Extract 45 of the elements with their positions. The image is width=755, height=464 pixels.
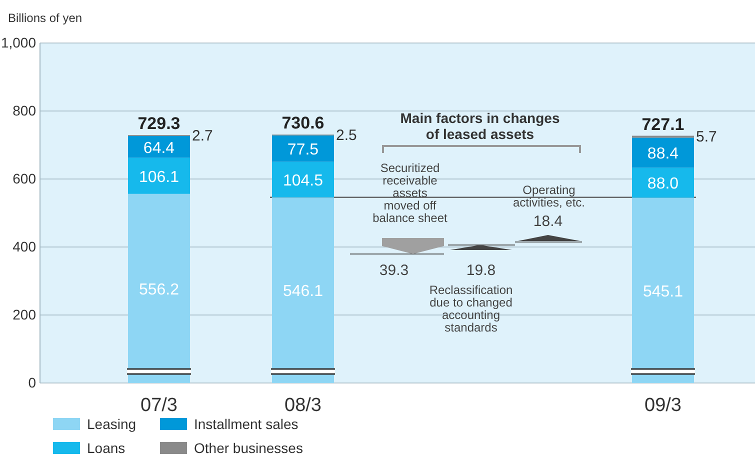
annotation: Main factors in changes of leased assets [400, 110, 560, 142]
data-label: 2.5 [336, 127, 357, 144]
annotation: Operating activities, etc. [512, 183, 586, 210]
y-tick-label: 400 [12, 238, 36, 254]
data-label: 2.7 [192, 127, 213, 144]
data-label: 546.1 [282, 283, 324, 300]
bar [272, 135, 334, 162]
legend-label: Other businesses [194, 440, 303, 456]
legend-label: Loans [87, 440, 126, 456]
x-tick-label: 08/3 [284, 395, 322, 416]
total-label: 730.6 [282, 114, 324, 133]
bar [128, 194, 190, 383]
data-label: 88.4 [647, 146, 679, 163]
y-tick-label: 1,000 [0, 34, 36, 50]
bar [128, 136, 190, 158]
annotation: Securitized receivable assets moved off balance sheet [372, 161, 448, 225]
annotation: 18.4 [533, 213, 563, 230]
legend-label: Leasing [87, 416, 136, 432]
data-label: 88.0 [647, 176, 679, 193]
annotation: 19.8 [466, 262, 496, 279]
y-tick-label: 0 [28, 374, 36, 390]
total-label: 727.1 [642, 114, 684, 134]
data-label: 545.1 [642, 283, 684, 300]
bar [632, 168, 694, 198]
data-label: 5.7 [696, 128, 717, 146]
x-tick-label: 07/3 [140, 395, 178, 416]
bar [272, 162, 334, 198]
legend-label: Installment sales [194, 416, 298, 432]
total-label: 729.3 [138, 114, 180, 134]
bar [632, 198, 694, 383]
y-tick-label: 800 [12, 102, 36, 118]
data-label: 556.2 [138, 281, 180, 298]
x-tick-label: 09/3 [644, 395, 682, 416]
annotation: 39.3 [379, 262, 409, 279]
y-axis-title: Billions of yen [8, 11, 82, 25]
bar [272, 197, 334, 383]
data-label: 77.5 [287, 142, 319, 159]
y-tick-label: 600 [12, 170, 36, 186]
data-label: 106.1 [138, 168, 180, 186]
bar [632, 138, 694, 168]
y-tick-label: 200 [12, 306, 36, 322]
data-label: 64.4 [143, 140, 175, 157]
bar [128, 158, 190, 194]
data-label: 104.5 [282, 172, 324, 190]
annotation: Reclassification due to changed accounting standards [429, 283, 513, 334]
